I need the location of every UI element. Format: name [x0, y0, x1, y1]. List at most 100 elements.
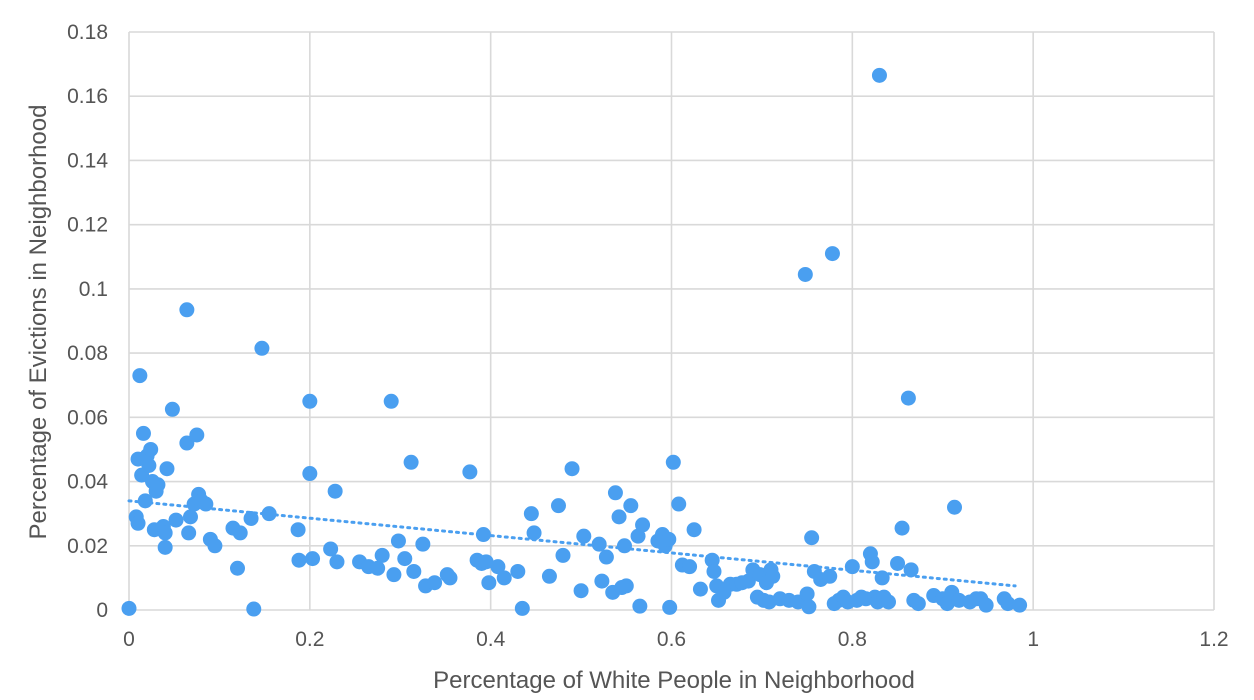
y-tick-label: 0.08 — [67, 342, 108, 365]
x-tick-label: 0.6 — [657, 628, 686, 651]
data-point — [623, 498, 639, 514]
x-tick-label: 1 — [1027, 628, 1039, 651]
data-point — [978, 597, 994, 613]
data-point — [765, 568, 781, 584]
data-point — [900, 390, 916, 406]
data-point — [874, 570, 890, 586]
data-point — [329, 554, 345, 570]
data-point — [894, 520, 910, 536]
data-point — [496, 570, 512, 586]
data-point — [550, 498, 566, 514]
data-point — [591, 536, 607, 552]
y-tick-label: 0.02 — [67, 535, 108, 558]
y-tick-label: 0.16 — [67, 85, 108, 108]
x-tick-label: 1.2 — [1199, 628, 1228, 651]
data-point — [323, 541, 339, 557]
data-point — [207, 538, 223, 554]
data-point — [370, 560, 386, 576]
data-point — [164, 401, 180, 417]
data-point — [804, 530, 820, 546]
data-point — [478, 554, 494, 570]
x-tick-label: 0.8 — [838, 628, 867, 651]
x-tick-label: 0 — [123, 628, 135, 651]
data-point — [442, 570, 458, 586]
data-point — [137, 493, 153, 509]
data-point — [903, 562, 919, 578]
data-point — [390, 533, 406, 549]
trendline — [127, 499, 1017, 588]
data-point — [939, 596, 955, 612]
data-point — [598, 549, 614, 565]
data-point — [386, 567, 402, 583]
data-point — [481, 575, 497, 591]
y-tick-label: 0 — [96, 599, 108, 622]
data-point — [157, 539, 173, 555]
data-point — [706, 563, 722, 579]
data-point — [383, 393, 399, 409]
data-point — [291, 552, 307, 568]
data-point — [181, 525, 197, 541]
data-point — [168, 512, 184, 528]
data-point — [799, 586, 815, 602]
data-point — [890, 555, 906, 571]
data-point — [327, 483, 343, 499]
data-point — [632, 598, 648, 614]
data-point — [740, 573, 756, 589]
data-point — [514, 600, 530, 616]
data-point — [179, 435, 195, 451]
data-point — [157, 525, 173, 541]
data-point — [665, 454, 681, 470]
data-point — [121, 600, 137, 616]
data-point — [822, 568, 838, 584]
data-point — [246, 601, 262, 617]
data-point — [243, 510, 259, 526]
data-point — [541, 568, 557, 584]
data-point — [130, 515, 146, 531]
data-point — [374, 547, 390, 563]
data-point — [824, 246, 840, 262]
data-point — [427, 575, 443, 591]
trendline-layer — [127, 499, 1017, 588]
y-tick-label: 0.1 — [79, 278, 108, 301]
data-point — [555, 547, 571, 563]
y-tick-label: 0.04 — [67, 471, 108, 494]
data-point — [198, 496, 214, 512]
data-point — [490, 559, 506, 575]
data-point — [179, 302, 195, 318]
data-point — [159, 461, 175, 477]
data-point — [864, 554, 880, 570]
data-point — [682, 559, 698, 575]
x-tick-label: 0.4 — [476, 628, 506, 651]
data-point — [254, 340, 270, 356]
data-point — [403, 454, 419, 470]
data-point — [230, 560, 245, 576]
data-point — [661, 531, 677, 547]
data-point — [844, 559, 860, 575]
data-point — [671, 496, 687, 512]
data-point — [302, 393, 318, 409]
data-point — [801, 599, 817, 615]
data-point — [564, 461, 580, 477]
data-point — [662, 599, 678, 615]
data-point — [302, 466, 318, 482]
x-tick-label: 0.2 — [295, 628, 324, 651]
data-point — [406, 563, 422, 579]
data-point — [635, 517, 651, 533]
data-point — [261, 506, 277, 522]
data-point — [947, 499, 963, 515]
data-point — [797, 266, 813, 282]
data-point — [290, 522, 306, 538]
data-point — [189, 427, 205, 443]
data-point — [630, 528, 646, 544]
data-point — [686, 522, 702, 538]
data-point — [1000, 596, 1016, 612]
data-point — [692, 581, 708, 597]
data-point — [607, 485, 623, 501]
y-tick-label: 0.14 — [67, 149, 108, 172]
data-point — [871, 67, 887, 83]
data-point — [594, 573, 610, 589]
data-point — [618, 578, 634, 594]
data-point — [611, 509, 627, 525]
data-point — [526, 525, 542, 541]
